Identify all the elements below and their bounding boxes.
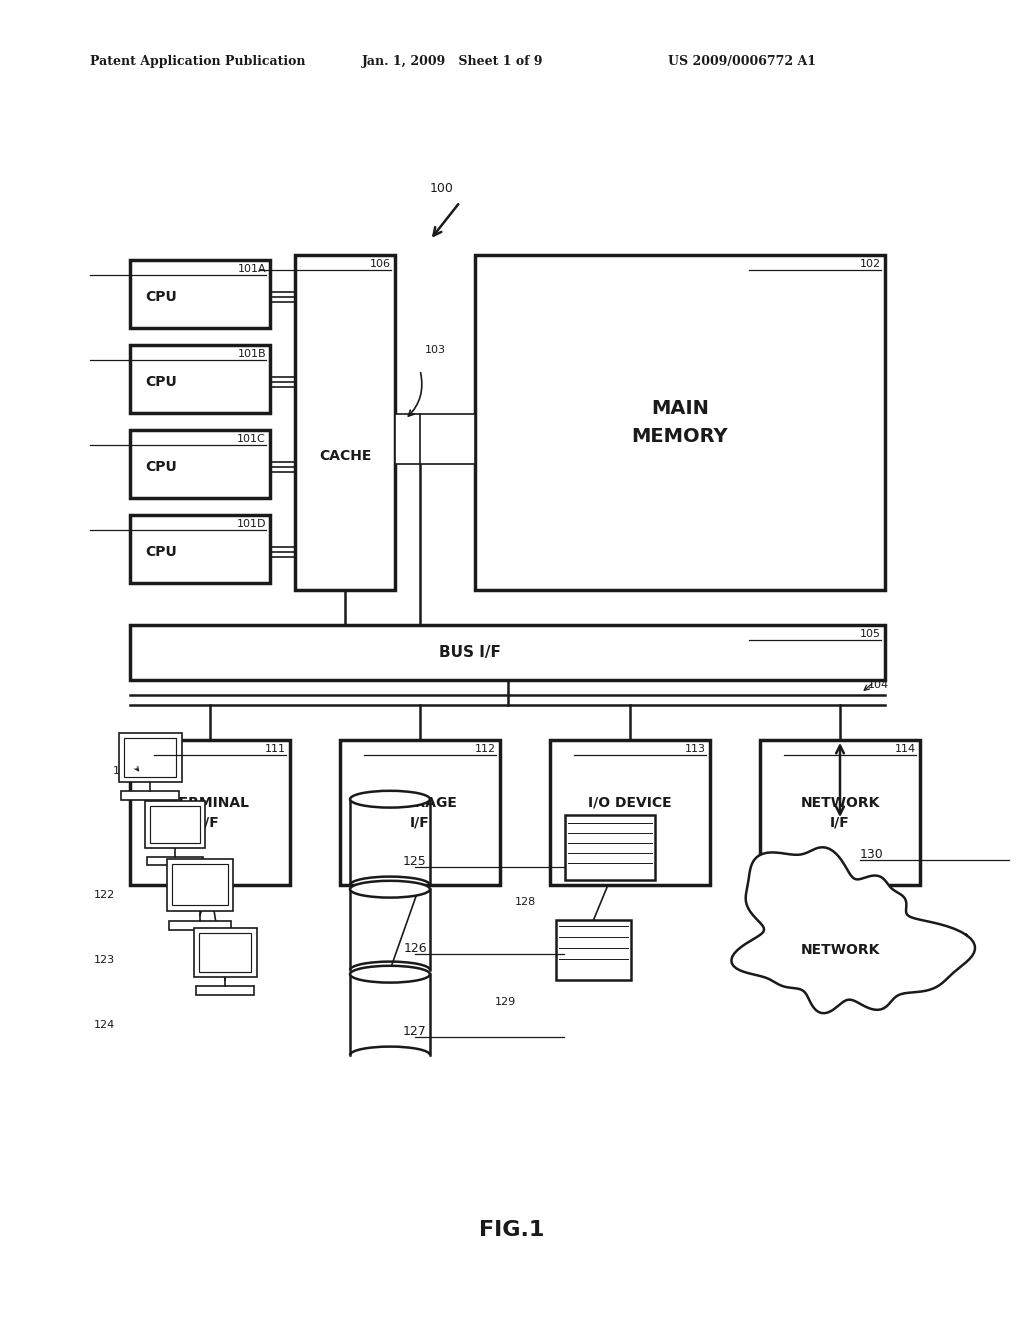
Bar [167, 859, 233, 911]
Text: 101A: 101A [238, 264, 266, 275]
Bar [151, 807, 200, 843]
Bar [145, 801, 205, 847]
Text: CPU: CPU [145, 375, 177, 389]
Text: 104: 104 [868, 680, 889, 690]
Text: 101D: 101D [237, 519, 266, 529]
Bar [199, 933, 251, 972]
Bar [130, 624, 885, 680]
Text: 125: 125 [403, 855, 427, 869]
Text: 105: 105 [860, 630, 881, 639]
Bar [565, 814, 655, 880]
Ellipse shape [350, 791, 430, 808]
Text: 127: 127 [403, 1026, 427, 1038]
Text: Jan. 1, 2009   Sheet 1 of 9: Jan. 1, 2009 Sheet 1 of 9 [362, 55, 544, 69]
Bar [475, 255, 885, 590]
Text: 130: 130 [860, 847, 884, 861]
Bar [196, 986, 254, 995]
Bar [124, 738, 176, 776]
Text: 112: 112 [475, 744, 496, 754]
Bar [194, 928, 256, 977]
Polygon shape [731, 847, 975, 1014]
Bar [350, 799, 430, 884]
Bar [350, 890, 430, 970]
Text: 124: 124 [94, 1020, 115, 1030]
Text: STORAGE
I/F: STORAGE I/F [383, 796, 457, 829]
Bar [395, 414, 475, 465]
Bar [130, 741, 290, 884]
Text: FIG.1: FIG.1 [479, 1220, 545, 1239]
Text: MAIN
MEMORY: MAIN MEMORY [632, 399, 728, 446]
Ellipse shape [350, 880, 430, 898]
Bar [119, 733, 181, 781]
Text: US 2009/0006772 A1: US 2009/0006772 A1 [668, 55, 816, 69]
Text: CPU: CPU [145, 461, 177, 474]
Text: 101B: 101B [238, 348, 266, 359]
Text: 126: 126 [403, 942, 427, 954]
Text: 113: 113 [685, 744, 706, 754]
Text: Patent Application Publication: Patent Application Publication [90, 55, 305, 69]
Bar [295, 255, 395, 590]
Bar [147, 857, 203, 865]
Text: 100: 100 [430, 182, 454, 195]
Text: NETWORK: NETWORK [801, 942, 880, 957]
Bar [130, 260, 270, 327]
Ellipse shape [350, 966, 430, 982]
Bar [550, 741, 710, 884]
Text: 122: 122 [94, 890, 115, 900]
Text: BUS I/F: BUS I/F [439, 645, 501, 660]
Bar [130, 430, 270, 498]
Bar [121, 791, 179, 800]
Text: 103: 103 [425, 345, 446, 355]
Text: 129: 129 [495, 997, 516, 1007]
Bar [340, 741, 500, 884]
Text: CPU: CPU [145, 290, 177, 305]
Bar [760, 741, 920, 884]
Text: 128: 128 [515, 898, 536, 907]
Bar [169, 920, 230, 931]
Bar [130, 515, 270, 583]
Text: 121: 121 [113, 766, 134, 776]
Text: 123: 123 [94, 954, 115, 965]
Text: 102: 102 [860, 259, 881, 269]
Text: I/O DEVICE
I/F: I/O DEVICE I/F [588, 796, 672, 829]
Text: NETWORK
I/F: NETWORK I/F [801, 796, 880, 829]
Text: 111: 111 [265, 744, 286, 754]
Bar [350, 974, 430, 1055]
Text: 101C: 101C [238, 434, 266, 444]
Bar [130, 345, 270, 413]
Text: 114: 114 [895, 744, 916, 754]
Text: TERMINAL
I/F: TERMINAL I/F [170, 796, 250, 829]
Text: CPU: CPU [145, 545, 177, 560]
Bar [556, 920, 631, 979]
Text: CACHE: CACHE [318, 449, 371, 463]
Text: 106: 106 [370, 259, 391, 269]
Bar [172, 865, 227, 906]
